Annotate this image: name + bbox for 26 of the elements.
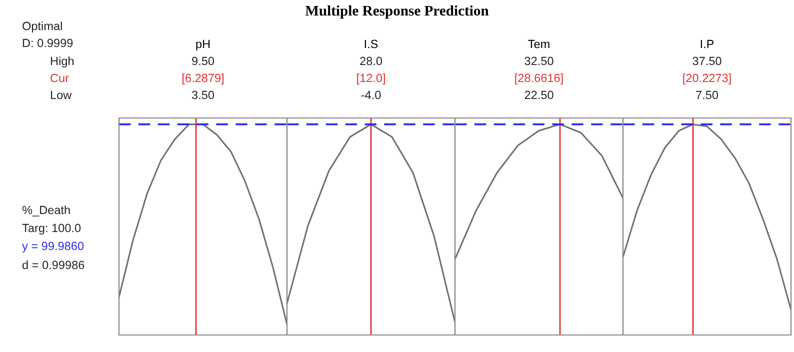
- text: 7.50: [696, 90, 718, 100]
- text: Multiple Response Prediction: [305, 5, 489, 19]
- text: -4.0: [361, 90, 381, 100]
- text: 3.50: [192, 90, 214, 100]
- text: 9.50: [192, 56, 214, 66]
- text: Optimal: [22, 22, 62, 32]
- text: High: [50, 56, 74, 68]
- text: 28.0: [360, 56, 382, 66]
- text: d = 0.99986: [22, 260, 84, 270]
- text: [12.0]: [357, 74, 385, 85]
- chart-title: I.S: [364, 40, 378, 48]
- text: Targ: 100.0: [22, 224, 81, 234]
- text: %_Death: [22, 205, 70, 216]
- text: [6.2879]: [182, 74, 224, 85]
- text: Cur: [50, 74, 69, 82]
- text: 32.50: [524, 56, 554, 66]
- text: [28.6616]: [515, 74, 563, 85]
- text: 22.50: [524, 90, 554, 100]
- text: D: 0.9999: [22, 38, 73, 48]
- chart-title: Tem: [528, 40, 550, 48]
- text: Low: [50, 90, 72, 100]
- chart-title: I.P: [700, 40, 714, 48]
- text: y = 99.9860: [22, 242, 84, 252]
- text: [20.2273]: [683, 74, 731, 85]
- text: 37.50: [692, 56, 722, 66]
- chart-title: pH: [196, 40, 210, 50]
